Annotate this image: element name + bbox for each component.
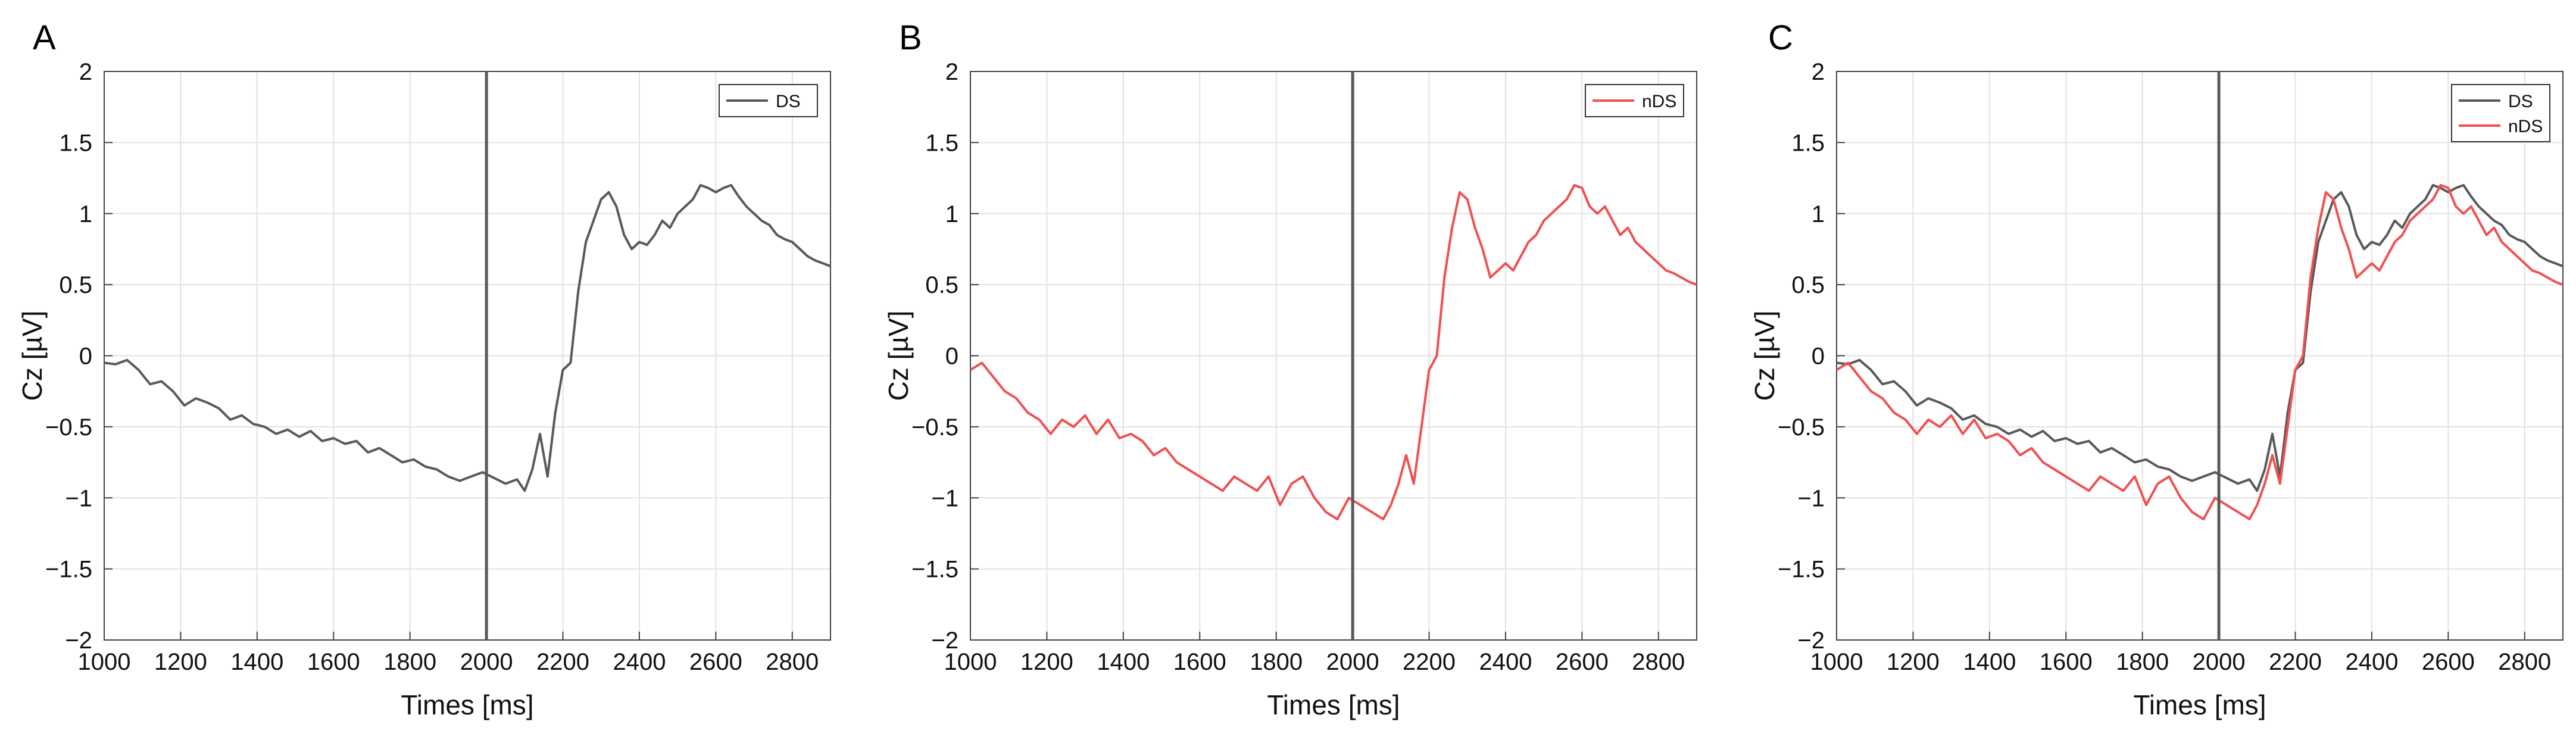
panel-label-b: B <box>899 18 922 57</box>
panel-label-c: C <box>1768 18 1793 57</box>
chart-panel-c: 1000 1200 1400 1600 1800 2000 2200 2400 2600 2800… <box>1749 59 2563 720</box>
legend-label-ds: DS <box>2508 92 2533 111</box>
y-tick-label: 2 <box>79 59 92 85</box>
x-tick-label: 2000 <box>2193 649 2246 675</box>
x-axis-label: Times [ms] <box>1267 689 1400 720</box>
y-tick-label: 2 <box>1812 59 1825 85</box>
series-line-ds <box>104 184 830 492</box>
y-tick-label: −1 <box>1797 485 1825 511</box>
x-tick-label: 2400 <box>1479 649 1532 675</box>
series-line-nds <box>1837 184 2563 521</box>
chart-panel-a: 1000 1200 1400 1600 1800 2000 2200 2400 2600 2800… <box>17 59 831 720</box>
x-tick-label: 1600 <box>2040 649 2093 675</box>
y-axis-label: Cz [µV] <box>1749 311 1780 401</box>
chart-panel-b: 1000 1200 1400 1600 1800 2000 2200 2400 2600 2800… <box>883 59 1697 720</box>
legend: nDS <box>1585 84 1684 117</box>
x-axis-label: Times [ms] <box>401 689 533 720</box>
y-tick-label: 0.5 <box>925 272 958 298</box>
panel-label-a: A <box>33 18 56 57</box>
y-tick-label: −1 <box>65 485 92 511</box>
x-tick-label: 1200 <box>1020 649 1073 675</box>
x-tick-label: 2600 <box>1556 649 1609 675</box>
y-tick-label: −1.5 <box>1778 557 1825 583</box>
x-tick-label: 1400 <box>1963 649 2016 675</box>
x-tick-label: 1000 <box>1810 649 1863 675</box>
x-tick-label: 1200 <box>154 649 207 675</box>
series-line-ds <box>1837 184 2563 492</box>
y-tick-label: −2 <box>1797 628 1825 654</box>
y-tick-label: −1 <box>931 485 958 511</box>
x-tick-label: 2800 <box>1632 649 1685 675</box>
x-tick-label: 1400 <box>230 649 283 675</box>
x-tick-label: 1800 <box>383 649 436 675</box>
legend-box <box>2451 84 2550 142</box>
legend: DS nDS <box>2451 84 2550 142</box>
y-tick-label: −1.5 <box>911 557 958 583</box>
y-tick-label: −0.5 <box>911 414 958 441</box>
x-tick-label: 1000 <box>78 649 131 675</box>
y-tick-label: 0 <box>945 344 958 370</box>
x-tick-label: 1800 <box>2116 649 2169 675</box>
y-tick-label: 1.5 <box>1791 130 1825 156</box>
y-tick-label: 2 <box>945 59 958 85</box>
y-tick-label: 0.5 <box>59 272 92 298</box>
x-tick-label: 2200 <box>536 649 589 675</box>
series-line-nds <box>970 184 1697 521</box>
y-tick-label: −2 <box>65 628 92 654</box>
x-tick-label: 2600 <box>689 649 742 675</box>
x-tick-label: 2000 <box>1326 649 1379 675</box>
y-tick-label: 1 <box>1812 201 1825 227</box>
x-tick-label: 2400 <box>613 649 666 675</box>
x-tick-label: 2800 <box>766 649 819 675</box>
y-tick-label: −1.5 <box>45 557 92 583</box>
x-tick-label: 1000 <box>944 649 997 675</box>
y-tick-label: 1.5 <box>59 130 92 156</box>
x-tick-label: 1200 <box>1887 649 1940 675</box>
y-tick-label: 0 <box>79 344 92 370</box>
x-tick-label: 1600 <box>307 649 360 675</box>
x-tick-label: 2000 <box>460 649 513 675</box>
y-tick-label: 0.5 <box>1791 272 1825 298</box>
y-tick-label: −0.5 <box>1778 414 1825 441</box>
x-tick-label: 1600 <box>1173 649 1226 675</box>
x-tick-label: 2400 <box>2345 649 2398 675</box>
legend-label-nds: nDS <box>1642 92 1676 111</box>
y-axis-label: Cz [µV] <box>883 311 914 401</box>
legend-label-nds: nDS <box>2508 117 2543 136</box>
x-tick-label: 1400 <box>1097 649 1150 675</box>
y-tick-label: −2 <box>931 628 958 654</box>
x-tick-label: 1800 <box>1250 649 1303 675</box>
y-tick-label: 1 <box>945 201 958 227</box>
y-axis-label: Cz [µV] <box>17 311 48 401</box>
x-axis-label: Times [ms] <box>2133 689 2266 720</box>
legend-label-ds: DS <box>776 92 801 111</box>
y-tick-label: 0 <box>1812 344 1825 370</box>
legend: DS <box>719 84 818 117</box>
y-tick-label: −0.5 <box>45 414 92 441</box>
x-tick-label: 2800 <box>2498 649 2551 675</box>
x-tick-label: 2600 <box>2422 649 2475 675</box>
x-tick-label: 2200 <box>2269 649 2322 675</box>
y-tick-label: 1.5 <box>925 130 958 156</box>
x-tick-label: 2200 <box>1403 649 1456 675</box>
y-tick-label: 1 <box>79 201 92 227</box>
